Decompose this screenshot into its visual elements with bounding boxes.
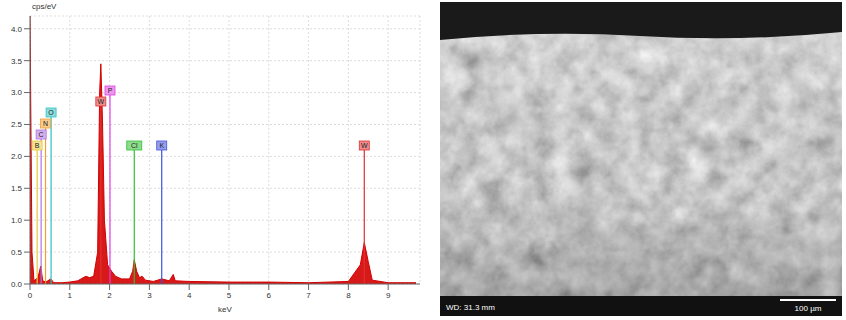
svg-text:1: 1 <box>68 291 73 300</box>
svg-text:1.5: 1.5 <box>11 184 23 193</box>
svg-text:2.5: 2.5 <box>11 120 23 129</box>
svg-text:keV: keV <box>218 305 232 314</box>
svg-text:2: 2 <box>107 291 112 300</box>
svg-text:W: W <box>98 98 105 105</box>
svg-text:K: K <box>159 142 164 149</box>
svg-text:9: 9 <box>386 291 391 300</box>
svg-text:5: 5 <box>227 291 232 300</box>
svg-text:0.0: 0.0 <box>11 280 23 289</box>
svg-text:4.0: 4.0 <box>11 25 23 34</box>
svg-text:P: P <box>108 87 113 94</box>
svg-text:C: C <box>39 131 44 138</box>
svg-text:WD: 31.3 mm: WD: 31.3 mm <box>446 303 495 312</box>
svg-text:100 µm: 100 µm <box>795 304 822 313</box>
html-text:cps/eV: cps/eV <box>32 2 57 11</box>
svg-text:1.0: 1.0 <box>11 216 23 225</box>
svg-text:3.0: 3.0 <box>11 88 23 97</box>
svg-text:4: 4 <box>187 291 192 300</box>
svg-text:W: W <box>361 142 368 149</box>
svg-text:3.5: 3.5 <box>11 57 23 66</box>
svg-text:2.0: 2.0 <box>11 152 23 161</box>
svg-text:6: 6 <box>267 291 272 300</box>
svg-text:N: N <box>43 120 48 127</box>
svg-text:0.5: 0.5 <box>11 248 23 257</box>
svg-text:Cl: Cl <box>131 142 138 149</box>
svg-text:7: 7 <box>306 291 311 300</box>
svg-text:8: 8 <box>346 291 351 300</box>
svg-text:O: O <box>48 109 54 116</box>
svg-text:3: 3 <box>147 291 152 300</box>
svg-text:0: 0 <box>28 291 33 300</box>
svg-text:B: B <box>35 142 40 149</box>
